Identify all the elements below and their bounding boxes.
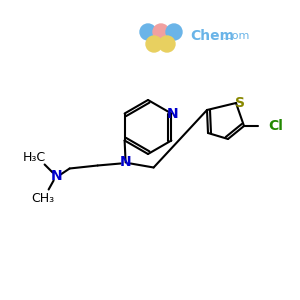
Text: S: S xyxy=(235,96,245,110)
Text: Chem: Chem xyxy=(190,29,234,43)
Text: N: N xyxy=(120,155,131,170)
Text: .com: .com xyxy=(223,31,250,41)
Circle shape xyxy=(159,36,175,52)
Circle shape xyxy=(140,24,156,40)
Circle shape xyxy=(166,24,182,40)
Text: Cl: Cl xyxy=(268,119,283,133)
Circle shape xyxy=(146,36,162,52)
Circle shape xyxy=(153,24,169,40)
Text: CH₃: CH₃ xyxy=(31,192,54,205)
Text: H₃C: H₃C xyxy=(23,151,46,164)
Text: N: N xyxy=(51,169,62,184)
Text: N: N xyxy=(167,106,178,121)
